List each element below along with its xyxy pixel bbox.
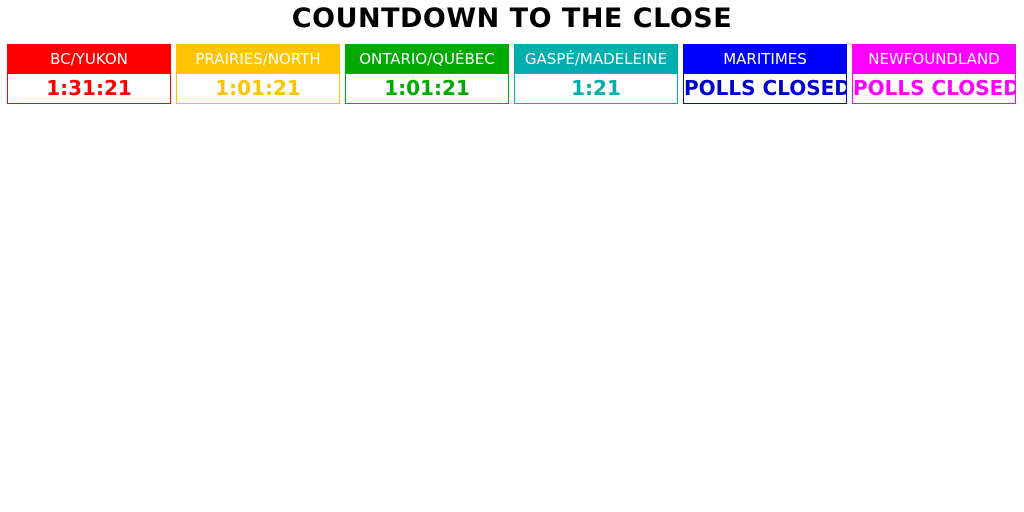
- region-panel-prairies-north: PRAIRIES/NORTH 1:01:21: [176, 44, 340, 104]
- region-panel-gaspe-madeleine: GASPÉ/MADELEINE 1:21: [514, 44, 678, 104]
- region-name: BC/YUKON: [8, 45, 170, 74]
- region-status: POLLS CLOSED: [853, 74, 1015, 103]
- region-name: GASPÉ/MADELEINE: [515, 45, 677, 74]
- region-panel-newfoundland: NEWFOUNDLAND POLLS CLOSED: [852, 44, 1016, 104]
- region-panel-ontario-quebec: ONTARIO/QUÉBEC 1:01:21: [345, 44, 509, 104]
- region-name: MARITIMES: [684, 45, 846, 74]
- region-status: POLLS CLOSED: [684, 74, 846, 103]
- region-name: NEWFOUNDLAND: [853, 45, 1015, 74]
- region-panels: BC/YUKON 1:31:21 PRAIRIES/NORTH 1:01:21 …: [7, 44, 1017, 104]
- region-name: PRAIRIES/NORTH: [177, 45, 339, 74]
- region-countdown: 1:31:21: [8, 74, 170, 103]
- region-countdown: 1:01:21: [346, 74, 508, 103]
- region-countdown: 1:21: [515, 74, 677, 103]
- region-panel-maritimes: MARITIMES POLLS CLOSED: [683, 44, 847, 104]
- region-countdown: 1:01:21: [177, 74, 339, 103]
- region-panel-bc-yukon: BC/YUKON 1:31:21: [7, 44, 171, 104]
- region-name: ONTARIO/QUÉBEC: [346, 45, 508, 74]
- page-title: COUNTDOWN TO THE CLOSE: [291, 3, 733, 34]
